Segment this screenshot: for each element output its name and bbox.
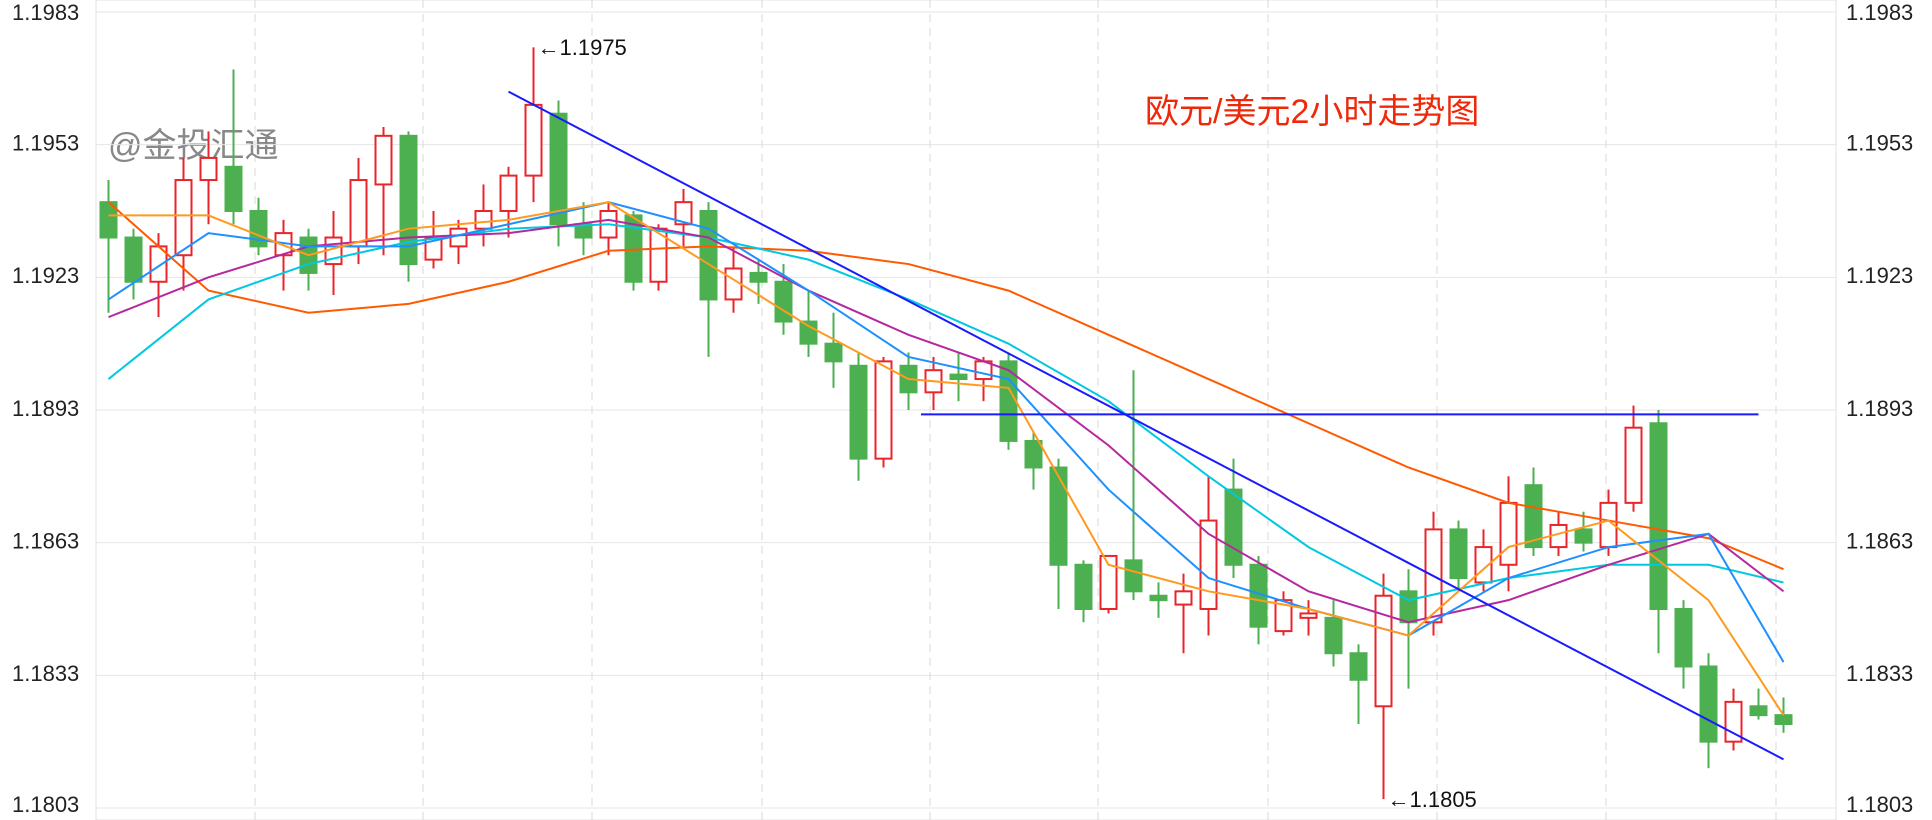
candle-body	[1349, 652, 1368, 681]
candle-body	[749, 271, 768, 283]
candle-body	[124, 236, 143, 283]
candle-body	[1099, 554, 1118, 611]
candle-body	[1374, 594, 1393, 708]
moving-average-line	[107, 201, 1785, 663]
chart-title: 欧元/美元2小时走势图	[1145, 93, 1479, 131]
candle-body	[1499, 501, 1518, 566]
candle-body	[1174, 590, 1193, 606]
candle-body	[1649, 422, 1668, 610]
y-tick-label: 1.1953	[12, 130, 79, 155]
candle-body	[374, 134, 393, 186]
candle-body	[774, 280, 793, 323]
y-tick-label: 1.1803	[12, 792, 79, 817]
candle-body	[1749, 705, 1768, 717]
candle-body	[1324, 616, 1343, 655]
candle-body	[1699, 665, 1718, 743]
watermark: @金投汇通	[108, 127, 279, 165]
candle-body	[524, 103, 543, 177]
y-tick-label: 1.1863	[12, 528, 79, 553]
candle-body	[1399, 590, 1418, 624]
candle-body	[174, 179, 193, 257]
y-tick-label-right: 1.1803	[1846, 792, 1913, 817]
candle-body	[424, 236, 443, 261]
annotation: ←1.1805	[1388, 787, 1477, 812]
candle-body	[499, 174, 518, 212]
moving-average-line	[108, 201, 1785, 716]
trend-line	[508, 90, 1784, 761]
y-tick-label-right: 1.1983	[1846, 0, 1913, 25]
candle-body	[949, 373, 968, 381]
candle-body	[1049, 466, 1068, 566]
candle-body	[1024, 439, 1043, 469]
candle-body	[1274, 599, 1293, 633]
candle-body	[549, 112, 568, 226]
y-tick-label-right: 1.1893	[1846, 396, 1913, 421]
candle-body	[399, 134, 418, 266]
candle-body	[349, 179, 368, 248]
candle-body	[1449, 528, 1468, 580]
candle-body	[1774, 714, 1793, 725]
y-tick-label-right: 1.1863	[1846, 528, 1913, 553]
y-tick-label: 1.1923	[12, 263, 79, 288]
y-tick-label: 1.1983	[12, 0, 79, 25]
candle-body	[1299, 612, 1318, 619]
candle-body	[1524, 484, 1543, 549]
moving-average-line	[108, 218, 1785, 624]
candle-body	[1149, 594, 1168, 602]
y-tick-label: 1.1893	[12, 396, 79, 421]
candle-body	[1074, 563, 1093, 610]
y-tick-label: 1.1833	[12, 661, 79, 686]
candle-body	[199, 156, 218, 182]
candle-body	[849, 364, 868, 460]
candle-body	[1224, 488, 1243, 566]
candle-body	[1674, 608, 1693, 668]
annotation: ←1.1975	[538, 35, 627, 60]
candle-body	[1199, 519, 1218, 610]
candle-body	[674, 201, 693, 226]
candle-body	[1574, 528, 1593, 544]
candle-body	[1124, 559, 1143, 593]
candle-body	[474, 210, 493, 230]
moving-average-line	[107, 201, 1784, 571]
candle-body	[699, 210, 718, 301]
candle-body	[1624, 426, 1643, 504]
candle-body	[574, 223, 593, 239]
y-tick-label-right: 1.1923	[1846, 263, 1913, 288]
y-tick-label-right: 1.1953	[1846, 130, 1913, 155]
candle-body	[224, 165, 243, 212]
candle-body	[874, 360, 893, 460]
y-tick-label-right: 1.1833	[1846, 661, 1913, 686]
candle-body	[824, 342, 843, 363]
